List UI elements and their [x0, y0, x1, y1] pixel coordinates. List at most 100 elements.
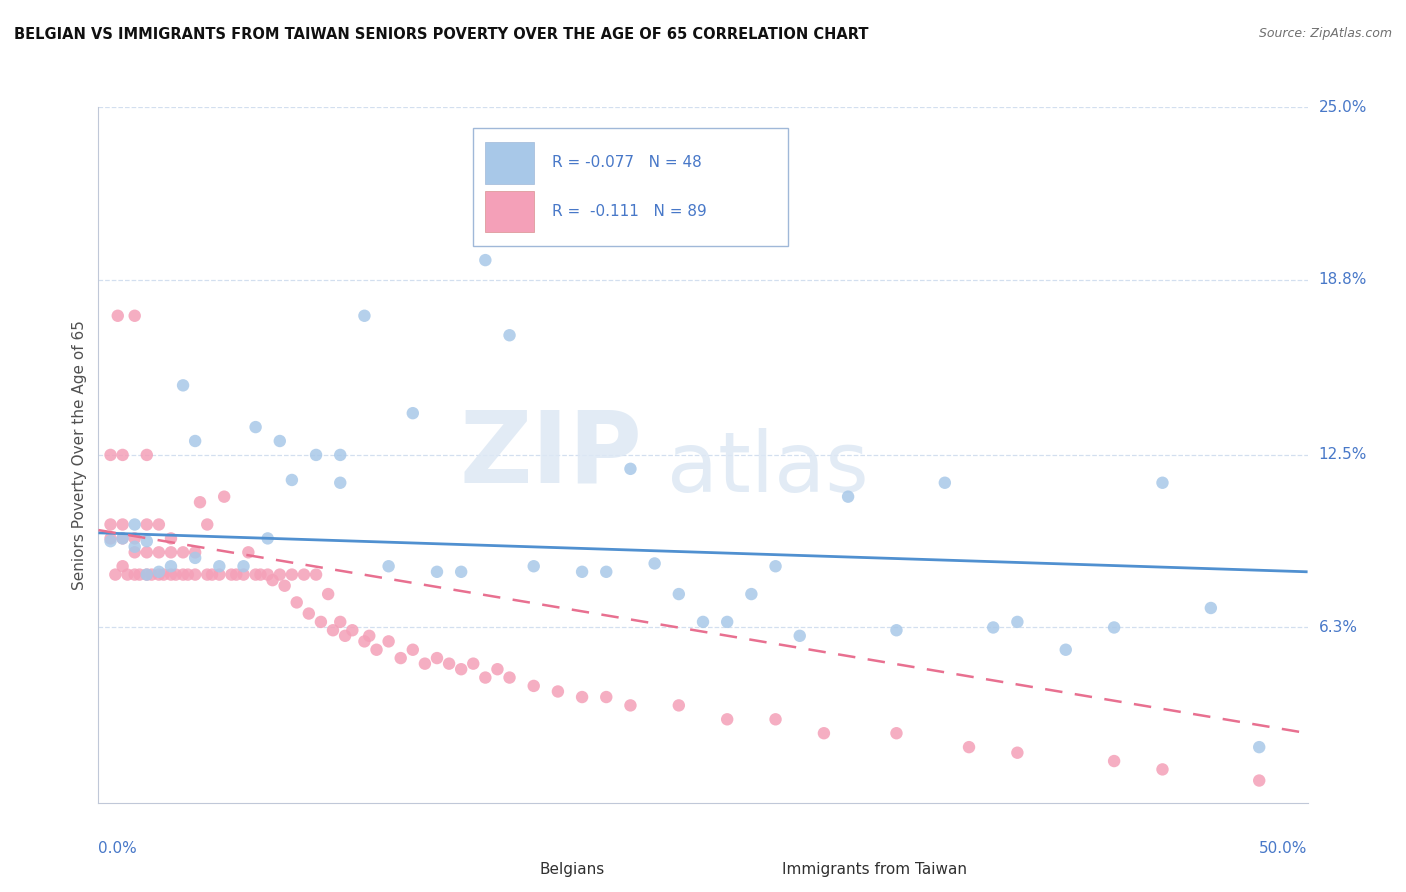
Text: Source: ZipAtlas.com: Source: ZipAtlas.com — [1258, 27, 1392, 40]
Point — [262, 573, 284, 587]
Text: 25.0%: 25.0% — [1319, 100, 1367, 114]
Point — [305, 567, 328, 582]
Point — [353, 634, 375, 648]
Point — [292, 567, 315, 582]
Point — [486, 662, 509, 676]
Point — [692, 615, 714, 629]
Point — [329, 475, 352, 490]
Point — [172, 545, 194, 559]
Text: 18.8%: 18.8% — [1319, 272, 1367, 287]
Point — [124, 567, 146, 582]
Point — [281, 567, 304, 582]
Point — [184, 545, 207, 559]
Point — [285, 595, 308, 609]
Point — [128, 567, 150, 582]
Point — [413, 657, 436, 671]
Point — [765, 559, 787, 574]
Point — [571, 565, 593, 579]
Point — [107, 309, 129, 323]
Point — [124, 545, 146, 559]
Point — [212, 490, 235, 504]
Point — [305, 448, 328, 462]
Point — [100, 448, 122, 462]
Point — [135, 517, 157, 532]
Point — [463, 657, 485, 671]
Point — [225, 567, 247, 582]
Point — [322, 624, 344, 638]
Point — [269, 434, 291, 448]
Point — [668, 587, 690, 601]
Point — [111, 559, 134, 574]
Point — [245, 567, 267, 582]
Point — [789, 629, 811, 643]
Point — [377, 559, 399, 574]
Point — [148, 545, 170, 559]
Text: R =  -0.111   N = 89: R = -0.111 N = 89 — [551, 204, 707, 219]
Point — [104, 567, 127, 582]
Point — [886, 726, 908, 740]
Point — [426, 651, 449, 665]
Point — [981, 620, 1004, 634]
Point — [281, 473, 304, 487]
Point — [111, 448, 134, 462]
Point — [148, 567, 170, 582]
Point — [813, 726, 835, 740]
Point — [184, 550, 207, 565]
Text: 6.3%: 6.3% — [1319, 620, 1358, 635]
Point — [100, 532, 122, 546]
Point — [165, 567, 187, 582]
Point — [124, 540, 146, 554]
Point — [402, 642, 425, 657]
Point — [141, 567, 163, 582]
Point — [359, 629, 381, 643]
Point — [111, 532, 134, 546]
Point — [1102, 754, 1125, 768]
Point — [124, 517, 146, 532]
Point — [160, 545, 183, 559]
Point — [342, 624, 364, 638]
Text: Immigrants from Taiwan: Immigrants from Taiwan — [782, 862, 966, 877]
Point — [135, 545, 157, 559]
Point — [595, 565, 617, 579]
Point — [498, 328, 520, 343]
Point — [329, 448, 352, 462]
Point — [668, 698, 690, 713]
Point — [117, 567, 139, 582]
FancyBboxPatch shape — [485, 142, 534, 184]
Point — [389, 651, 412, 665]
Point — [195, 567, 218, 582]
Point — [619, 462, 641, 476]
Point — [221, 567, 243, 582]
FancyBboxPatch shape — [485, 191, 534, 232]
Point — [333, 629, 356, 643]
Point — [523, 679, 546, 693]
Text: Belgians: Belgians — [540, 862, 605, 877]
Point — [256, 567, 278, 582]
Point — [249, 567, 271, 582]
Point — [957, 740, 980, 755]
Point — [238, 545, 260, 559]
Point — [135, 534, 157, 549]
Point — [353, 309, 375, 323]
Text: 12.5%: 12.5% — [1319, 448, 1367, 462]
Point — [1199, 601, 1222, 615]
Text: 0.0%: 0.0% — [98, 841, 138, 856]
Text: 50.0%: 50.0% — [1260, 841, 1308, 856]
Point — [269, 567, 291, 582]
Point — [366, 642, 388, 657]
Point — [426, 565, 449, 579]
Point — [256, 532, 278, 546]
Point — [1249, 740, 1271, 755]
Point — [298, 607, 321, 621]
Point — [232, 559, 254, 574]
Point — [184, 567, 207, 582]
FancyBboxPatch shape — [727, 856, 769, 883]
Text: R = -0.077   N = 48: R = -0.077 N = 48 — [551, 155, 702, 170]
Point — [740, 587, 762, 601]
Point — [329, 615, 352, 629]
Point — [837, 490, 859, 504]
Point — [201, 567, 224, 582]
Point — [377, 634, 399, 648]
Point — [100, 534, 122, 549]
Point — [160, 532, 183, 546]
